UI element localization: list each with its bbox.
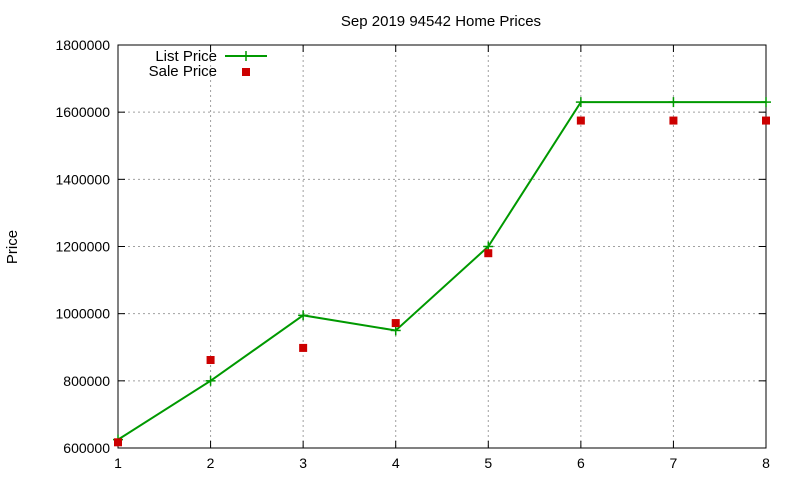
y-tick-label: 1800000	[55, 37, 110, 53]
legend-marker-sale-price	[242, 68, 250, 76]
list-price-point	[668, 97, 679, 108]
x-tick-label: 4	[392, 455, 400, 471]
y-tick-label: 600000	[63, 440, 110, 456]
series	[113, 97, 771, 447]
list-price-point	[390, 325, 401, 336]
x-tick-label: 3	[299, 455, 307, 471]
legend-plus	[241, 51, 251, 61]
sale-price-point	[576, 116, 585, 125]
x-tick-label: 8	[762, 455, 770, 471]
list-price-point	[761, 97, 771, 108]
x-tick-label: 6	[577, 455, 585, 471]
sale-price-point	[391, 319, 400, 328]
grid	[118, 45, 766, 448]
y-tick-label: 800000	[63, 373, 110, 389]
list-price-line	[117, 101, 766, 441]
sale-price-point	[484, 249, 493, 258]
list-price-point	[205, 375, 216, 386]
x-tick-label: 5	[484, 455, 492, 471]
x-tick-label: 7	[670, 455, 678, 471]
legend: List Price Sale Price	[149, 48, 267, 80]
axis-ticks: 1 2 3 4 5 6 7 8 600000 800000 1000000 1200000 140000…	[55, 37, 770, 471]
legend-label-sale-price: Sale Price	[149, 63, 217, 80]
legend-label-list-price: List Price	[155, 48, 217, 65]
y-tick-label: 1000000	[55, 306, 110, 322]
legend-marker-list-price	[241, 51, 251, 61]
list-price-point	[575, 97, 586, 108]
sale-price-point	[206, 356, 215, 365]
list-price-point	[298, 310, 309, 321]
sale-price-point	[669, 116, 678, 125]
sale-price-point	[114, 438, 122, 447]
x-tick-label: 1	[114, 455, 122, 471]
y-tick-label: 1400000	[55, 171, 110, 187]
x-tick-label: 2	[207, 455, 215, 471]
y-axis-label: Price	[4, 230, 21, 264]
sale-price-point	[299, 343, 308, 352]
y-tick-label: 1600000	[55, 104, 110, 120]
y-tick-label: 1200000	[55, 239, 110, 255]
chart-title: Sep 2019 94542 Home Prices	[341, 13, 541, 30]
sale-price-point	[762, 116, 770, 125]
